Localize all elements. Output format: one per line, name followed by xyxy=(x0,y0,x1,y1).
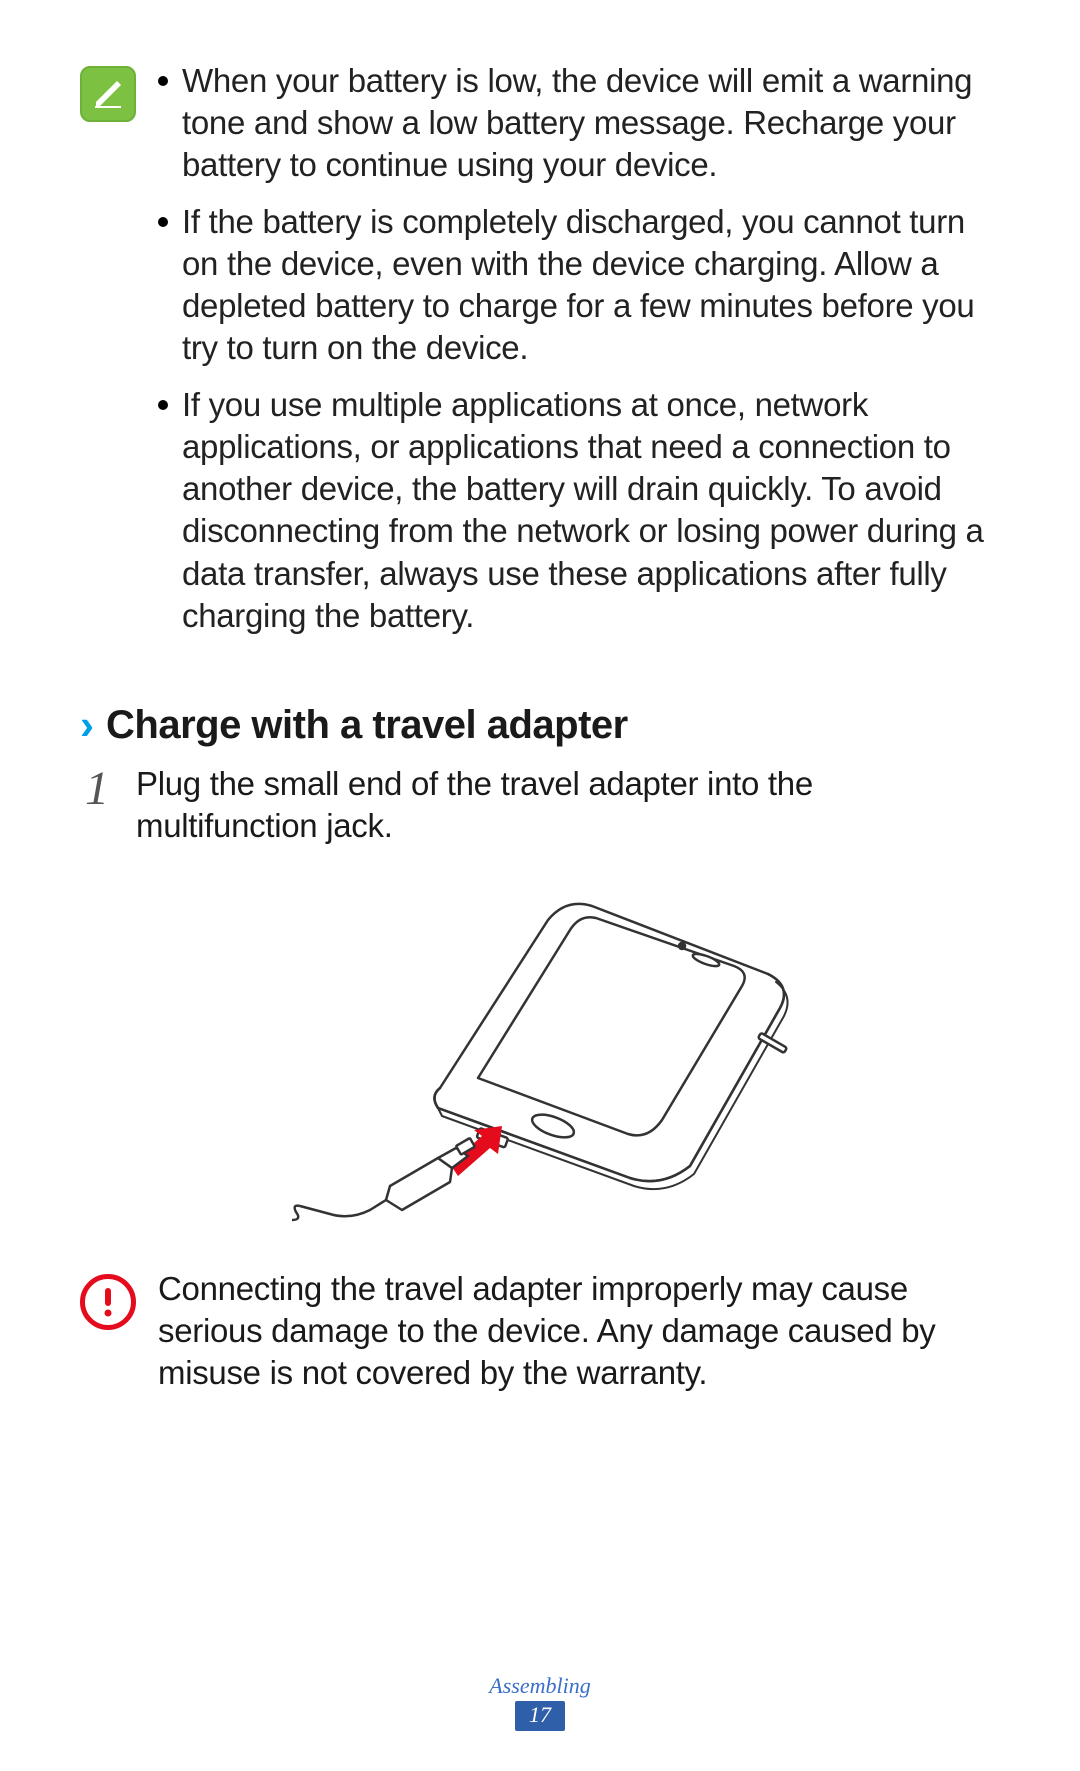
note-icon xyxy=(80,66,136,122)
section-heading: › Charge with a travel adapter xyxy=(80,701,1000,749)
note-bullet-text: When your battery is low, the device wil… xyxy=(182,60,1000,187)
note-bullet-item: When your battery is low, the device wil… xyxy=(158,60,1000,187)
charging-illustration xyxy=(80,858,1000,1258)
bullet-dot-icon xyxy=(158,76,168,86)
step-item: 1 Plug the small end of the travel adapt… xyxy=(80,763,1000,847)
bullet-dot-icon xyxy=(158,400,168,410)
bullet-dot-icon xyxy=(158,217,168,227)
chevron-right-icon: › xyxy=(80,701,94,749)
page-number: 17 xyxy=(515,1701,565,1731)
note-bullet-item: If you use multiple applications at once… xyxy=(158,384,1000,637)
section-heading-text: Charge with a travel adapter xyxy=(106,703,628,748)
note-bullet-text: If you use multiple applications at once… xyxy=(182,384,1000,637)
caution-block: Connecting the travel adapter improperly… xyxy=(80,1268,1000,1395)
note-bullet-text: If the battery is completely discharged,… xyxy=(182,201,1000,370)
caution-text: Connecting the travel adapter improperly… xyxy=(158,1268,1000,1395)
step-text: Plug the small end of the travel adapter… xyxy=(136,763,1000,847)
page-footer: Assembling 17 xyxy=(0,1673,1080,1731)
caution-icon xyxy=(80,1274,136,1330)
note-block: When your battery is low, the device wil… xyxy=(80,60,1000,651)
footer-section-label: Assembling xyxy=(0,1673,1080,1699)
step-number: 1 xyxy=(80,765,114,813)
note-bullet-item: If the battery is completely discharged,… xyxy=(158,201,1000,370)
note-bullet-list: When your battery is low, the device wil… xyxy=(158,60,1000,651)
manual-page: When your battery is low, the device wil… xyxy=(0,0,1080,1771)
